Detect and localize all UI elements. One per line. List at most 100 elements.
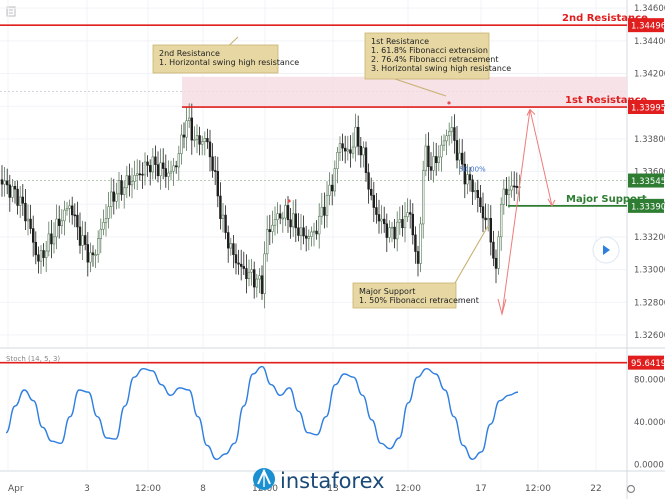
candle-body <box>156 164 160 177</box>
candle-body <box>130 181 134 186</box>
candle-body <box>341 143 344 149</box>
candle-body <box>177 153 180 168</box>
candle-body <box>299 227 303 236</box>
candle-body <box>445 135 448 142</box>
candle-body <box>81 235 84 246</box>
price-tick-label: 1.34200 <box>634 70 665 80</box>
projection-arrows <box>497 108 556 316</box>
candle-body <box>253 269 256 288</box>
candle-body <box>86 244 90 263</box>
candle-body <box>484 217 487 221</box>
candle-body <box>260 275 264 294</box>
candle-body <box>463 163 466 185</box>
candle-body <box>398 219 401 223</box>
candle-body <box>427 145 430 167</box>
candle-body <box>227 232 230 249</box>
candle-body <box>450 127 453 132</box>
candle-body <box>289 219 292 228</box>
candle-body <box>362 147 365 156</box>
menu-icon[interactable] <box>6 6 16 17</box>
price-tag-label: 1.33995 <box>631 104 665 114</box>
candle-body <box>29 218 32 229</box>
candle-body <box>447 131 451 137</box>
time-tick-label: 12:00 <box>525 484 551 494</box>
candle-body <box>219 195 222 219</box>
brand-logo <box>253 468 275 490</box>
candle-body <box>133 175 136 182</box>
time-tick-label: 3 <box>84 484 90 494</box>
play-button[interactable] <box>592 236 620 264</box>
arrow-head <box>526 108 536 116</box>
candle-body <box>375 207 378 215</box>
candle-body <box>0 179 4 185</box>
candle-body <box>401 219 404 229</box>
candle-body <box>343 147 347 152</box>
candle-body <box>460 152 464 165</box>
candle-body <box>44 250 48 258</box>
candle-body <box>507 189 511 195</box>
candle-body <box>273 219 277 226</box>
candle-body <box>421 170 425 225</box>
price-tag <box>628 100 664 115</box>
candle-body <box>104 218 108 223</box>
candle-body <box>453 127 456 141</box>
candle-body <box>278 213 282 219</box>
candle-body <box>18 196 22 206</box>
candle-body <box>390 226 394 229</box>
candle-body <box>84 235 87 245</box>
settings-icon[interactable] <box>626 484 636 494</box>
candle-body <box>52 236 56 245</box>
candle-body <box>364 147 368 173</box>
candle-body <box>367 172 370 190</box>
candle-body <box>323 206 326 216</box>
resistance-zone-rect <box>182 76 627 108</box>
candle-body <box>94 254 97 256</box>
candle-body <box>24 202 27 222</box>
brand-name: instaforex <box>280 469 385 493</box>
candle-body <box>37 254 40 262</box>
candle-body <box>112 191 116 202</box>
candle-body <box>286 205 290 221</box>
candle-body <box>393 226 396 240</box>
candle-body <box>169 170 173 174</box>
candle-body <box>492 241 495 259</box>
price-tag-label: 1.34496 <box>631 22 665 32</box>
price-tick-label: 1.33000 <box>634 266 665 276</box>
candle-body <box>47 233 51 252</box>
candle-body <box>128 175 131 186</box>
candle-body <box>432 156 435 171</box>
level-title-major-support: Major Support <box>566 194 647 205</box>
stochastic-panel: Stoch (14, 5, 3) 80.0000 40.0000 0.0000 95.6… <box>0 355 665 471</box>
candle-body <box>185 120 188 138</box>
candle-body <box>276 213 279 220</box>
candle-body <box>175 165 178 168</box>
candle-body <box>494 257 498 269</box>
candle-body <box>208 141 212 158</box>
candle-body <box>440 144 443 158</box>
candle-body <box>320 206 323 217</box>
candle-body <box>154 156 157 165</box>
candle-body <box>99 228 103 239</box>
candle-body <box>325 195 329 216</box>
candle-body <box>476 190 479 198</box>
annotation-box <box>152 44 279 74</box>
candle-body <box>471 179 474 193</box>
candle-body <box>136 173 139 176</box>
candle-body <box>224 214 227 233</box>
level-title-1st-resistance: 1st Resistance <box>565 95 648 106</box>
candle-body <box>429 166 433 171</box>
candle-body <box>499 203 503 238</box>
candle-body <box>50 233 53 245</box>
candle-body <box>291 213 295 228</box>
candle-body <box>206 138 209 143</box>
candle-body <box>263 253 266 294</box>
annotation-text: 2nd Resistance <box>159 49 220 58</box>
candle-body <box>195 135 199 140</box>
candle-body <box>123 187 126 195</box>
candle-body <box>60 220 64 226</box>
candle-body <box>39 250 43 262</box>
candle-body <box>268 229 271 232</box>
candle-body <box>117 180 121 195</box>
candle-body <box>284 205 287 219</box>
